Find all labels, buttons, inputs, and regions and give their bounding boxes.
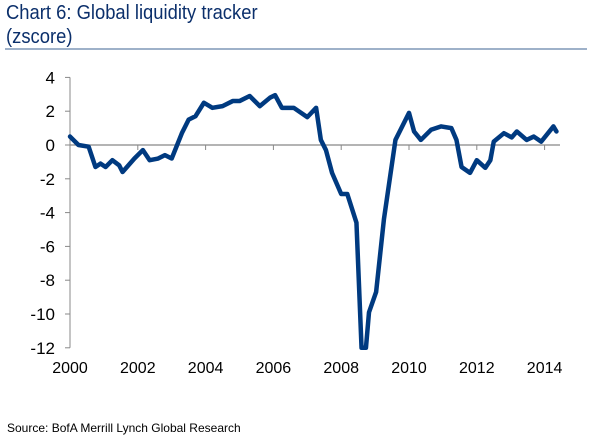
y-tick-label: -10 (30, 305, 55, 324)
x-tick-label: 2002 (120, 360, 156, 377)
title-divider (5, 48, 587, 50)
source-note: Source: BofA Merrill Lynch Global Resear… (7, 421, 241, 435)
x-tick-label: 2008 (323, 360, 359, 377)
y-tick-label: -8 (40, 271, 55, 290)
x-tick-label: 2014 (527, 360, 563, 377)
x-tick-label: 2006 (256, 360, 292, 377)
x-tick-label: 2010 (391, 360, 427, 377)
title-text: Chart 6: Global liquidity tracker (6, 2, 258, 24)
x-tick-label: 2000 (52, 360, 88, 377)
y-tick-label: 0 (46, 136, 55, 155)
x-tick-label: 2012 (459, 360, 495, 377)
y-tick-label: -6 (40, 237, 55, 256)
series-line-global-liquidity (67, 92, 559, 351)
y-tick-label: 2 (46, 102, 55, 121)
y-tick-label: -12 (30, 339, 55, 358)
y-tick-label: 4 (46, 68, 55, 87)
y-tick-label: -2 (40, 170, 55, 189)
subtitle-text: (zscore) (6, 26, 73, 48)
y-tick-label: -4 (40, 204, 55, 223)
x-tick-label: 2004 (188, 360, 224, 377)
chart-title: Chart 6: Global liquidity tracker (zscor… (6, 1, 258, 49)
